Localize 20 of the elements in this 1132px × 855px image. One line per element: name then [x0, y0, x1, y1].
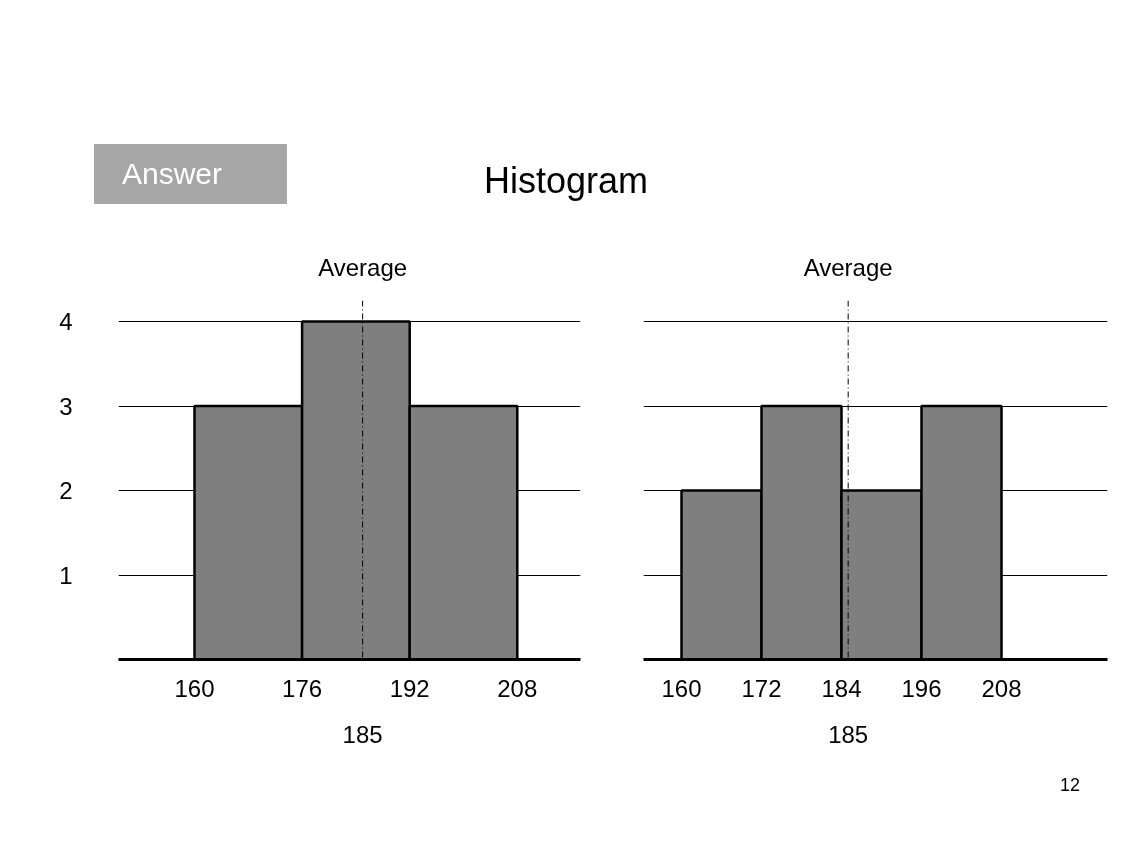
- x-tick-label: 172: [741, 674, 782, 702]
- x-tick-label: 196: [901, 674, 942, 702]
- x-tick-label: 208: [981, 674, 1022, 702]
- x-tick-label: 184: [821, 674, 862, 702]
- x-tick-label: 160: [174, 674, 215, 702]
- x-tick-label: 192: [389, 674, 430, 702]
- text: 185: [342, 720, 383, 748]
- x-tick-label: 208: [497, 674, 538, 702]
- ref-line-label: Average: [803, 253, 893, 281]
- text: 185: [828, 720, 869, 748]
- y-tick-label: 1: [59, 561, 73, 589]
- text: Answer: [94, 144, 287, 204]
- chart-title: Histogram: [483, 160, 649, 201]
- y-tick-label: 2: [59, 477, 73, 505]
- ref-line-label: Average: [318, 253, 408, 281]
- x-tick-label: 176: [282, 674, 323, 702]
- y-tick-label: 3: [59, 392, 73, 420]
- text: 12: [1059, 775, 1080, 796]
- x-tick-label: 160: [661, 674, 702, 702]
- y-tick-label: 4: [59, 308, 73, 336]
